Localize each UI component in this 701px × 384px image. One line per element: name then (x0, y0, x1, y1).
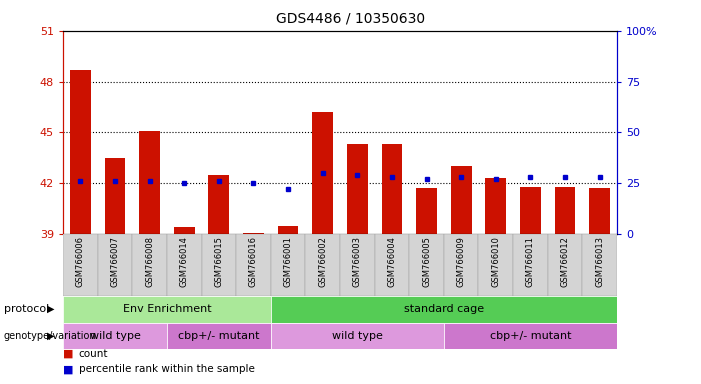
Text: ■: ■ (63, 349, 74, 359)
Bar (485, 178, 506, 234)
Bar (444, 234, 478, 296)
Text: ▶: ▶ (47, 331, 54, 341)
Bar (63, 323, 167, 349)
Text: GSM766011: GSM766011 (526, 236, 535, 287)
Bar (306, 234, 340, 296)
Text: GSM766006: GSM766006 (76, 236, 85, 287)
Bar (547, 234, 583, 296)
Bar (451, 166, 472, 234)
Bar (271, 234, 306, 296)
Bar (97, 234, 132, 296)
Bar (278, 226, 299, 234)
Bar (520, 187, 540, 234)
Bar (340, 234, 374, 296)
Bar (132, 234, 167, 296)
Bar (167, 234, 202, 296)
Bar (63, 296, 271, 323)
Bar (139, 131, 160, 234)
Bar (70, 70, 90, 234)
Bar (243, 233, 264, 234)
Bar (271, 296, 617, 323)
Text: protocol: protocol (4, 304, 49, 314)
Text: GSM766008: GSM766008 (145, 236, 154, 287)
Text: GSM766015: GSM766015 (215, 236, 224, 287)
Bar (589, 189, 610, 234)
Text: GSM766012: GSM766012 (561, 236, 569, 287)
Text: count: count (79, 349, 108, 359)
Bar (416, 189, 437, 234)
Text: GSM766005: GSM766005 (422, 236, 431, 287)
Text: GSM766002: GSM766002 (318, 236, 327, 287)
Bar (174, 227, 195, 234)
Text: GSM766003: GSM766003 (353, 236, 362, 287)
Bar (104, 158, 125, 234)
Bar (347, 144, 367, 234)
Text: genotype/variation: genotype/variation (4, 331, 96, 341)
Text: standard cage: standard cage (404, 304, 484, 314)
Text: GSM766013: GSM766013 (595, 236, 604, 287)
Text: GSM766010: GSM766010 (491, 236, 501, 287)
Bar (202, 234, 236, 296)
Bar (513, 234, 547, 296)
Text: cbp+/- mutant: cbp+/- mutant (178, 331, 259, 341)
Text: percentile rank within the sample: percentile rank within the sample (79, 364, 254, 374)
Bar (478, 234, 513, 296)
Bar (374, 234, 409, 296)
Bar (583, 234, 617, 296)
Text: GSM766014: GSM766014 (179, 236, 189, 287)
Text: cbp+/- mutant: cbp+/- mutant (489, 331, 571, 341)
Bar (271, 323, 444, 349)
Bar (444, 323, 617, 349)
Text: GSM766009: GSM766009 (456, 236, 465, 287)
Text: GDS4486 / 10350630: GDS4486 / 10350630 (276, 12, 425, 25)
Bar (409, 234, 444, 296)
Text: GSM766001: GSM766001 (284, 236, 292, 287)
Bar (554, 187, 576, 234)
Bar (312, 112, 333, 234)
Bar (236, 234, 271, 296)
Text: GSM766004: GSM766004 (388, 236, 396, 287)
Text: wild type: wild type (90, 331, 140, 341)
Bar (208, 175, 229, 234)
Text: wild type: wild type (332, 331, 383, 341)
Text: GSM766016: GSM766016 (249, 236, 258, 287)
Text: GSM766007: GSM766007 (111, 236, 119, 287)
Bar (63, 234, 97, 296)
Text: ■: ■ (63, 364, 74, 374)
Text: ▶: ▶ (47, 304, 54, 314)
Bar (381, 144, 402, 234)
Text: Env Enrichment: Env Enrichment (123, 304, 211, 314)
Bar (167, 323, 271, 349)
